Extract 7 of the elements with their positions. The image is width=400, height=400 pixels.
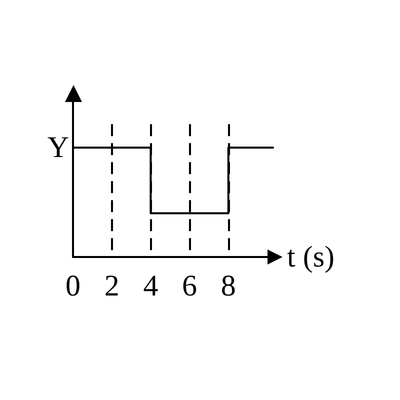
x-tick-label: 2 bbox=[104, 270, 120, 302]
x-axis-title: t (s) bbox=[287, 240, 334, 274]
x-tick-label: 6 bbox=[182, 270, 198, 302]
x-tick-label: 0 bbox=[66, 270, 80, 302]
x-tick-label: 4 bbox=[143, 270, 158, 302]
x-tick-label: 8 bbox=[220, 270, 236, 302]
annotation: Y bbox=[47, 131, 69, 164]
